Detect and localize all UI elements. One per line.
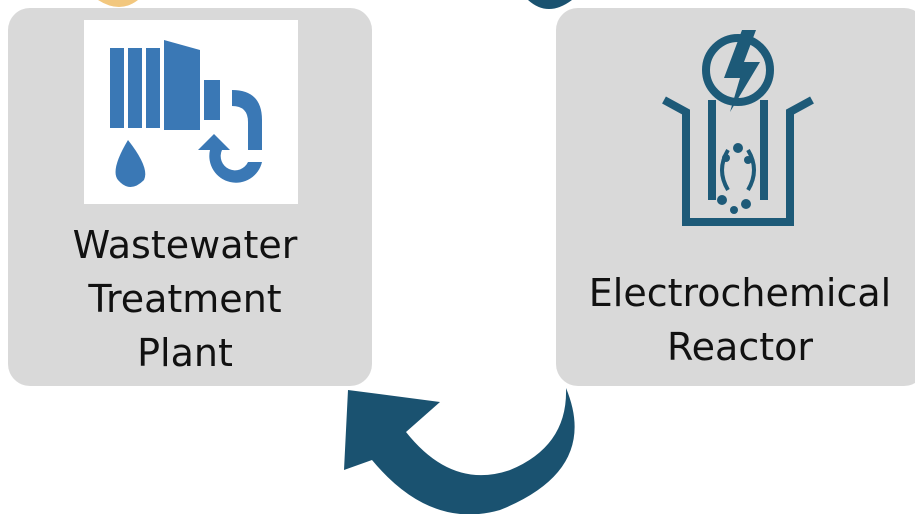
- node-wastewater: Wastewater Treatment Plant: [8, 8, 372, 386]
- node-box: [556, 8, 915, 386]
- node-label: Wastewater: [73, 223, 298, 267]
- bolt: [724, 30, 760, 112]
- node-reactor: Electrochemical Reactor: [556, 8, 915, 386]
- arrow-fragment: [98, 0, 138, 7]
- reactor-icon: [662, 34, 814, 226]
- arrow-fragment: [528, 0, 572, 9]
- node-label: Plant: [137, 331, 233, 375]
- node-label: Treatment: [87, 277, 281, 321]
- flow-arrow: [344, 388, 575, 514]
- plant-icon: [110, 40, 262, 187]
- particles: [717, 143, 752, 214]
- node-label: Electrochemical: [589, 271, 891, 315]
- node-label: Reactor: [667, 325, 813, 369]
